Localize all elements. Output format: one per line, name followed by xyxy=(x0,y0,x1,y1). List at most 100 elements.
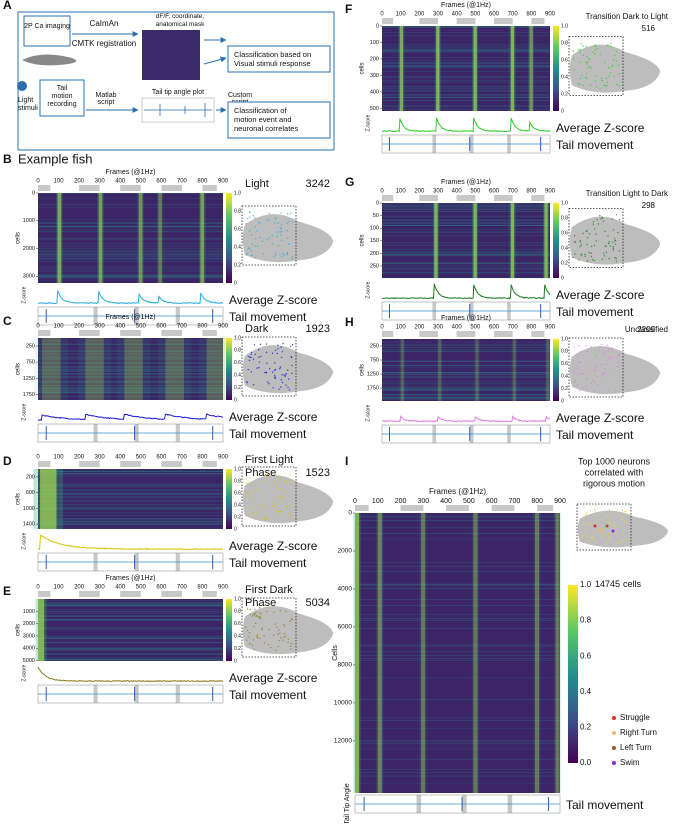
heatmap-row xyxy=(38,524,223,525)
heatmap-row xyxy=(38,388,223,390)
neuron-dot xyxy=(609,72,612,74)
neuron-dot xyxy=(586,378,588,380)
neuron-dot xyxy=(283,623,285,626)
heatmap-row xyxy=(355,677,560,679)
neuron-dot xyxy=(618,64,620,66)
heatmap-stripe xyxy=(472,203,479,278)
heatmap-row xyxy=(38,388,223,390)
panel-a: A 2P Ca imaging Light stimuli Tail motion r… xyxy=(3,0,335,151)
neuron-dot xyxy=(585,76,587,79)
cell-count: 2209 xyxy=(637,325,655,334)
x-tick-label: 900 xyxy=(554,498,566,505)
neuron-dot xyxy=(579,372,581,375)
neuron-dot xyxy=(258,222,261,224)
heatmap-row xyxy=(355,720,560,721)
x-tick-label: 500 xyxy=(136,585,147,591)
neuron-dot xyxy=(250,254,252,256)
neuron-dot xyxy=(597,223,600,225)
neuron-dot xyxy=(609,358,611,360)
neuron-dot xyxy=(274,623,277,625)
neuron-dot xyxy=(287,512,290,514)
heatmap-stripe xyxy=(165,338,184,400)
neuron-dot xyxy=(584,514,587,516)
stimulus-block xyxy=(355,505,369,511)
brain xyxy=(569,44,661,93)
y-axis-label: cells xyxy=(16,232,22,244)
heatmap-stripe xyxy=(97,193,104,283)
neuron-dot xyxy=(249,483,252,485)
heatmap-row xyxy=(382,390,550,391)
heatmap-row xyxy=(38,254,223,256)
neuron-dot xyxy=(594,44,597,46)
neuron-dot xyxy=(584,255,586,258)
neuron-dot xyxy=(285,481,287,483)
neuron-dot xyxy=(594,48,597,51)
heatmap-stripe xyxy=(509,26,516,111)
heatmap-row xyxy=(382,222,550,224)
tail-frame xyxy=(381,424,551,444)
neuron-dot xyxy=(249,356,251,359)
heatmap-row xyxy=(382,263,550,264)
heatmap-row xyxy=(38,277,223,278)
heatmap-row xyxy=(382,205,550,207)
neuron-dot xyxy=(287,378,290,380)
neuron-dot xyxy=(589,522,591,525)
neuron-dot xyxy=(624,520,626,522)
neuron-dot xyxy=(271,352,274,354)
neuron-dot xyxy=(587,523,589,526)
neuron-dot xyxy=(258,361,261,363)
motion-class-box xyxy=(227,101,331,139)
neuron-dot xyxy=(245,506,247,509)
neuron-dot xyxy=(267,643,270,646)
cell-count: 516 xyxy=(642,24,656,33)
heatmap-row xyxy=(38,226,223,228)
heatmap-stripe xyxy=(158,338,192,400)
x-tick-label: 400 xyxy=(452,189,463,195)
x-tick-label: 0 xyxy=(380,189,384,195)
heatmap-row xyxy=(38,657,223,659)
x-tick-label: 400 xyxy=(115,455,126,461)
neuron-dot xyxy=(617,541,619,543)
x-tick-label: 100 xyxy=(372,498,384,505)
neuron-dot xyxy=(602,351,605,353)
heatmap-row xyxy=(355,614,560,615)
x-axis-label: Frames (@1Hz) xyxy=(106,169,156,176)
neuron-dot xyxy=(276,352,278,355)
heatmap-row xyxy=(355,740,560,742)
y-tick-label: 100 xyxy=(370,40,379,46)
neuron-dot xyxy=(603,533,605,536)
heatmap-row xyxy=(382,208,550,209)
neuron-dot xyxy=(596,375,598,378)
neuron-dot xyxy=(585,365,587,367)
neuron-dot xyxy=(591,536,593,538)
neuron-dot xyxy=(623,510,626,513)
heatmap-row xyxy=(382,252,550,254)
neuron-dot xyxy=(278,244,280,247)
neuron-dot xyxy=(266,518,269,521)
heatmap-row xyxy=(382,397,550,399)
cell-count: 14745 cells xyxy=(595,579,642,589)
heatmap-row xyxy=(382,365,550,366)
neuron-dot xyxy=(606,81,609,84)
neuron-dot xyxy=(608,509,610,511)
heatmap-row xyxy=(38,606,223,607)
neuron-dot xyxy=(272,480,275,483)
heatmap-stripe xyxy=(355,513,360,793)
z-score-label: Z-score xyxy=(365,114,371,131)
x-tick-label: 600 xyxy=(156,179,167,185)
neuron-dot xyxy=(586,77,588,79)
heatmap-stripe xyxy=(473,26,477,111)
heatmap-row xyxy=(38,619,223,620)
neuron-dot xyxy=(253,614,256,616)
neuron-dot xyxy=(584,253,586,256)
heatmap-stripe xyxy=(553,513,562,793)
neuron-dot xyxy=(600,518,602,520)
z-score-label: Z-score xyxy=(365,404,371,421)
heatmap-row xyxy=(38,493,223,495)
heatmap-row xyxy=(382,50,550,51)
neuron-dot xyxy=(588,58,591,61)
heatmap-row xyxy=(382,51,550,53)
heatmap-stripe xyxy=(434,203,438,278)
neuron-dot xyxy=(257,474,260,476)
neuron-dot xyxy=(601,525,603,527)
